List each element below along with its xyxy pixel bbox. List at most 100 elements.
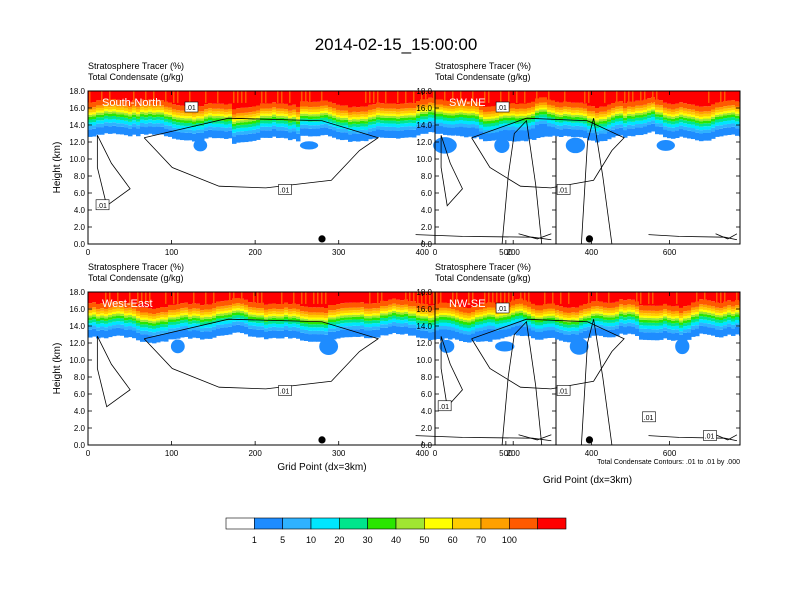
tracer-cell bbox=[196, 303, 201, 309]
tracer-cell bbox=[360, 316, 365, 320]
tracer-cell bbox=[388, 292, 393, 300]
tracer-cell bbox=[172, 116, 177, 119]
tracer-cell bbox=[551, 311, 556, 314]
tracer-cell bbox=[100, 310, 105, 314]
tracer-streak bbox=[724, 91, 726, 103]
contour-label: .01 bbox=[97, 203, 107, 210]
tracer-cell bbox=[559, 119, 564, 123]
tracer-cell bbox=[204, 104, 209, 110]
tracer-cell bbox=[240, 325, 245, 334]
tracer-cell bbox=[432, 103, 437, 106]
tracer-cell bbox=[551, 320, 556, 324]
tracer-cell bbox=[543, 304, 548, 310]
tracer-cell bbox=[312, 314, 317, 318]
tracer-cell bbox=[100, 112, 105, 115]
tracer-cell bbox=[539, 111, 544, 115]
tracer-cell bbox=[172, 319, 177, 322]
tracer-cell bbox=[587, 315, 592, 318]
tracer-cell bbox=[156, 112, 161, 115]
contour-label-box bbox=[495, 302, 510, 314]
tracer-cell bbox=[188, 321, 193, 325]
tracer-cell bbox=[228, 127, 233, 131]
tracer-cell bbox=[699, 313, 704, 317]
tracer-cell bbox=[715, 122, 720, 126]
tracer-cell bbox=[687, 315, 692, 318]
tracer-cell bbox=[627, 326, 632, 334]
tracer-cell bbox=[188, 120, 193, 123]
tracer-cell bbox=[328, 292, 333, 306]
tracer-cell bbox=[647, 103, 652, 106]
tracer-cell bbox=[719, 112, 724, 115]
tracer-cell bbox=[723, 121, 728, 125]
tracer-cell bbox=[284, 322, 289, 326]
tracer-streak bbox=[608, 292, 610, 304]
tracer-cell bbox=[128, 307, 133, 311]
tracer-cell bbox=[344, 322, 349, 327]
tracer-cell bbox=[248, 314, 253, 317]
tracer-cell bbox=[511, 113, 516, 116]
tracer-cell bbox=[248, 328, 253, 337]
tracer-cell bbox=[667, 120, 672, 124]
tracer-cell bbox=[451, 313, 456, 317]
tracer-cell bbox=[116, 112, 121, 115]
tracer-cell bbox=[160, 326, 165, 331]
tracer-cell bbox=[459, 119, 464, 124]
tracer-cell bbox=[168, 102, 173, 108]
tracer-cell bbox=[200, 120, 205, 124]
tracer-cell bbox=[348, 117, 353, 120]
condensate-contours bbox=[96, 117, 552, 241]
tracer-cell bbox=[388, 323, 393, 327]
tracer-cell bbox=[483, 315, 488, 318]
tracer-cell bbox=[268, 320, 273, 324]
tracer-cell bbox=[136, 305, 141, 311]
tracer-cell bbox=[611, 120, 616, 123]
tracer-cell bbox=[100, 117, 105, 121]
tracer-cell bbox=[707, 327, 712, 335]
tracer-cell bbox=[555, 121, 560, 126]
tracer-cell bbox=[360, 120, 365, 124]
tracer-cell bbox=[731, 91, 736, 101]
tracer-cell bbox=[268, 120, 273, 124]
tracer-cell bbox=[731, 309, 736, 312]
tracer-cell bbox=[260, 315, 265, 318]
tracer-cell bbox=[587, 129, 592, 133]
tracer-cell bbox=[200, 91, 205, 107]
tracer-cell bbox=[655, 292, 660, 306]
tracer-cell bbox=[392, 303, 397, 307]
contour-label-box bbox=[95, 199, 110, 211]
tracer-cell bbox=[551, 308, 556, 312]
tracer-cell bbox=[551, 326, 556, 331]
tracer-cell bbox=[296, 123, 301, 127]
tracer-cell bbox=[563, 106, 568, 110]
tracer-blob bbox=[565, 137, 586, 154]
tracer-cell bbox=[344, 132, 349, 140]
tracer-cell bbox=[487, 118, 492, 122]
tracer-cell bbox=[284, 109, 289, 112]
tracer-cell bbox=[336, 321, 341, 325]
tracer-cell bbox=[212, 123, 217, 128]
tracer-cell bbox=[643, 114, 648, 117]
tracer-cell bbox=[216, 321, 221, 325]
tracer-cell bbox=[180, 323, 185, 327]
tracer-cell bbox=[491, 319, 496, 323]
tracer-cell bbox=[575, 91, 580, 103]
tracer-cell bbox=[284, 302, 289, 308]
tracer-cell bbox=[432, 117, 437, 122]
tracer-cell bbox=[240, 115, 245, 119]
tracer-streak bbox=[632, 91, 634, 103]
tracer-cell bbox=[687, 332, 692, 340]
tracer-cell bbox=[491, 132, 496, 141]
tracer-cell bbox=[567, 327, 572, 332]
tracer-cell bbox=[707, 310, 712, 313]
tracer-cell bbox=[559, 306, 564, 312]
tracer-cell bbox=[683, 292, 688, 307]
tracer-cell bbox=[180, 120, 185, 123]
tracer-cell bbox=[611, 310, 616, 314]
tracer-cell bbox=[627, 313, 632, 317]
tracer-cell bbox=[663, 303, 668, 310]
tracer-cell bbox=[356, 307, 361, 311]
tracer-cell bbox=[236, 308, 241, 311]
tracer-cell bbox=[252, 309, 257, 313]
tracer-cell bbox=[631, 116, 636, 119]
tracer-cell bbox=[567, 307, 572, 313]
